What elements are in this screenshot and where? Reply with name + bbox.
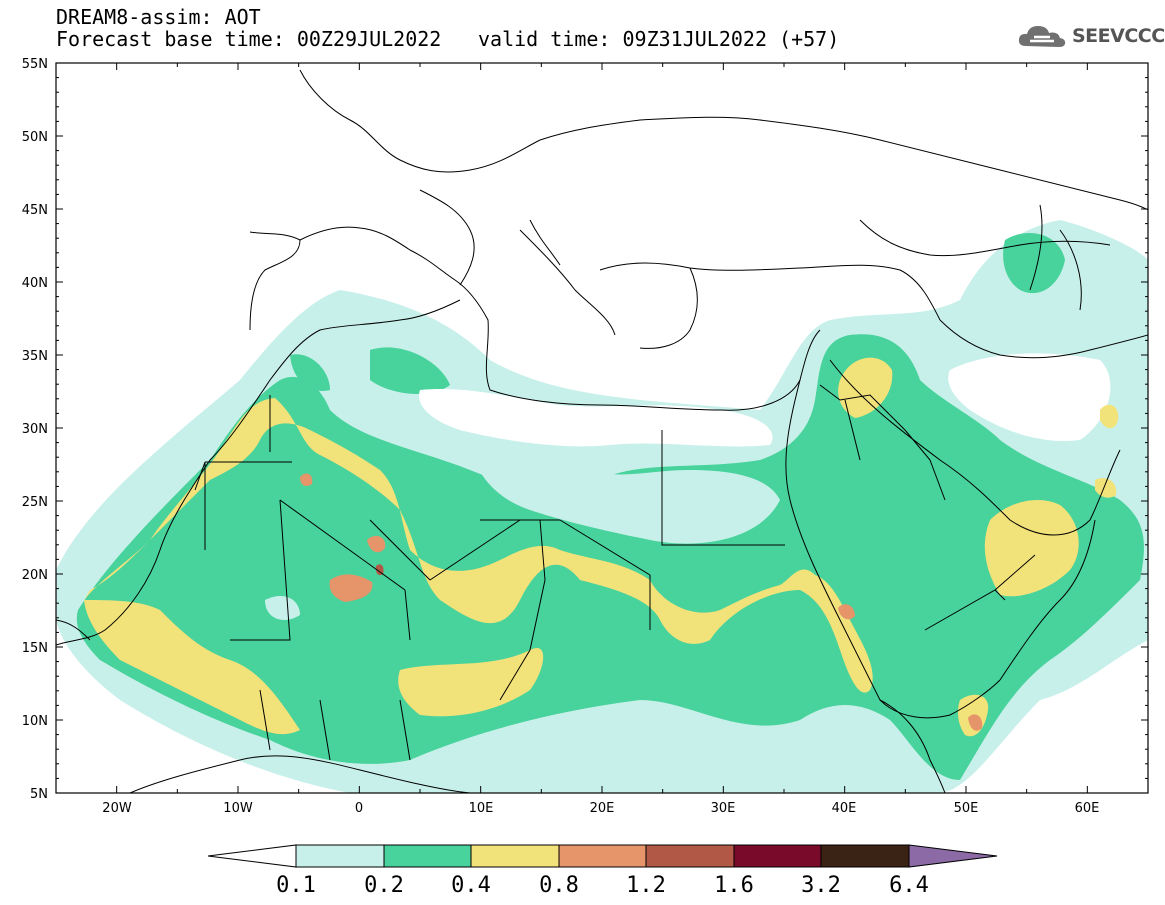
colorbar-low-arrow	[207, 844, 297, 868]
aot-shading	[56, 220, 1148, 793]
lat-tick-label: 50N	[22, 130, 48, 145]
lat-tick-label: 45N	[22, 203, 48, 218]
cloud-icon	[1018, 26, 1066, 47]
colorbar-label: 0.1	[276, 873, 316, 898]
lon-tick-label: 10W	[223, 801, 253, 816]
axis-tick-marks	[55, 62, 1149, 794]
lat-tick-label: 20N	[22, 568, 48, 583]
colorbar-segment	[733, 844, 822, 868]
latitude-labels: 55N 50N 45N 40N 35N 30N 25N 20N 15N 10N …	[22, 57, 48, 802]
colorbar-segment	[383, 844, 472, 868]
longitude-labels: 20W 10W 0 10E 20E 30E 40E 50E 60E	[102, 801, 1099, 816]
colorbar-segment	[820, 844, 910, 868]
forecast-base-time: Forecast base time: 00Z29JUL2022	[56, 27, 442, 51]
lon-tick-label: 40E	[832, 801, 857, 816]
colorbar: 0.1 0.2 0.4 0.8 1.2 1.6 3.2 6.4	[207, 844, 998, 898]
seevccc-logo: SEEVCCC	[1016, 22, 1165, 50]
colorbar-label: 0.2	[364, 873, 404, 898]
colorbar-label: 0.8	[539, 873, 579, 898]
coastlines-and-borders	[56, 69, 1148, 793]
lat-tick-label: 5N	[30, 787, 48, 802]
colorbar-label: 6.4	[889, 873, 929, 898]
colorbar-segment	[295, 844, 385, 868]
logo-text: SEEVCCC	[1072, 25, 1165, 47]
colorbar-label: 0.4	[451, 873, 491, 898]
lon-tick-label: 0	[355, 801, 363, 816]
lon-tick-label: 10E	[469, 801, 494, 816]
lon-tick-label: 50E	[954, 801, 979, 816]
map-title: DREAM8-assim: AOT	[56, 5, 261, 29]
colorbar-label: 1.6	[714, 873, 754, 898]
lon-tick-label: 20W	[102, 801, 132, 816]
lat-tick-label: 25N	[22, 495, 48, 510]
lon-tick-label: 20E	[590, 801, 615, 816]
valid-time: valid time: 09Z31JUL2022 (+57)	[478, 27, 840, 51]
lat-tick-label: 30N	[22, 422, 48, 437]
colorbar-segment	[470, 844, 560, 868]
colorbar-segment	[645, 844, 735, 868]
colorbar-high-arrow	[908, 844, 998, 868]
lat-tick-label: 40N	[22, 276, 48, 291]
colorbar-label: 3.2	[801, 873, 841, 898]
lat-tick-label: 35N	[22, 349, 48, 364]
lon-tick-label: 30E	[711, 801, 736, 816]
lon-tick-label: 60E	[1075, 801, 1100, 816]
lat-tick-label: 15N	[22, 641, 48, 656]
lat-tick-label: 55N	[22, 57, 48, 72]
colorbar-segment	[558, 844, 647, 868]
colorbar-label: 1.2	[626, 873, 666, 898]
lat-tick-label: 10N	[22, 714, 48, 729]
